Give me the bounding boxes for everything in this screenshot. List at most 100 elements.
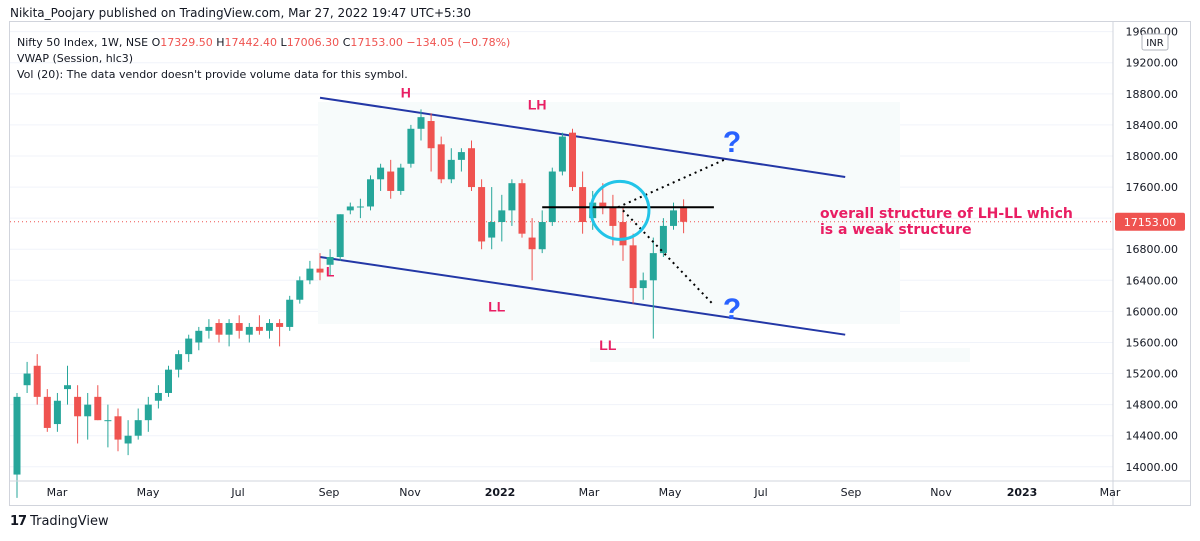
candle-body: [43, 396, 51, 428]
candle-body: [397, 167, 405, 191]
channel-upper-line: [319, 96, 846, 178]
candle: [23, 361, 31, 393]
candle-body: [569, 132, 576, 188]
candle: [619, 206, 627, 261]
candle: [478, 179, 486, 250]
channel-lower-line: [319, 256, 846, 336]
candle-body: [508, 183, 516, 211]
candle: [397, 163, 405, 195]
candle: [326, 249, 334, 277]
legend-low: 17006.30: [286, 36, 340, 49]
candle: [296, 276, 304, 304]
candle-body: [639, 280, 647, 289]
candle-body: [417, 117, 425, 129]
candle-body: [306, 268, 314, 281]
annotation-line-1: is a weak structure: [820, 222, 972, 238]
candle: [205, 319, 213, 339]
x-tick-label: Sep: [319, 486, 340, 499]
candle: [649, 237, 657, 339]
candle: [407, 124, 415, 168]
tradingview-brand: TradingView: [30, 514, 109, 529]
candle-body: [457, 152, 465, 160]
candle-body: [316, 268, 324, 273]
y-tick-label: 18800.00: [1126, 88, 1179, 101]
candle-body: [377, 167, 385, 180]
legend-vwap[interactable]: VWAP (Session, hlc3): [17, 52, 134, 65]
candle: [387, 159, 395, 199]
candle: [316, 253, 324, 281]
candle: [154, 385, 162, 409]
candle-body: [286, 299, 294, 327]
candle: [558, 132, 566, 176]
legend-symbol[interactable]: Nifty 50 Index, 1W, NSE: [17, 36, 149, 49]
y-tick-label: 15600.00: [1126, 336, 1179, 349]
currency-label: INR: [1146, 38, 1163, 49]
candle: [367, 175, 374, 211]
candle-body: [629, 245, 637, 289]
candle-body: [579, 187, 587, 223]
candle-body: [488, 222, 496, 238]
candle-body: [134, 420, 142, 436]
legend-volume[interactable]: Vol (20): The data vendor doesn't provid…: [17, 68, 408, 81]
candle-body: [407, 128, 415, 164]
candle: [417, 109, 425, 141]
candle-body: [518, 183, 526, 234]
candle-body: [114, 416, 122, 440]
candle: [437, 136, 445, 184]
candle-body: [104, 420, 112, 422]
y-tick-label: 17600.00: [1126, 181, 1179, 194]
candle-body: [215, 323, 223, 335]
y-tick-label: 18000.00: [1126, 150, 1179, 163]
candle: [175, 350, 183, 378]
annotation-line-0: overall structure of LH-LL which: [820, 206, 1073, 222]
legend-close: 17153.00: [350, 36, 403, 49]
candle: [33, 354, 41, 405]
candle-body: [53, 400, 61, 425]
candle: [286, 295, 294, 331]
candle-body: [326, 256, 334, 265]
candle: [124, 420, 132, 456]
candle-body: [649, 253, 657, 281]
candle-body: [538, 222, 546, 250]
legend-open: 17329.50: [160, 36, 213, 49]
candle: [84, 392, 92, 440]
candle: [518, 179, 526, 238]
candle-body: [84, 404, 92, 417]
candle-body: [367, 179, 374, 207]
y-tick-label: 16000.00: [1126, 305, 1179, 318]
candle: [74, 385, 82, 444]
candle: [447, 148, 455, 184]
candle: [225, 319, 233, 347]
candle: [13, 392, 21, 498]
x-tick-label: Sep: [841, 486, 862, 499]
question-mark-0: ?: [723, 126, 741, 159]
swing-label-l: L: [326, 263, 335, 279]
legend-high-label: H: [216, 36, 225, 49]
candle: [659, 218, 667, 257]
candle-body: [528, 237, 536, 250]
swing-label-lh: LH: [528, 96, 547, 112]
candle: [579, 171, 587, 234]
x-tick-label: 2023: [1007, 486, 1038, 499]
candle-body: [296, 280, 304, 300]
candle: [195, 326, 203, 351]
tradingview-logo-icon: 17: [10, 514, 27, 529]
candle-body: [659, 225, 667, 254]
candle-body: [33, 365, 41, 397]
candle-body: [245, 326, 253, 335]
y-tick-label: 14800.00: [1126, 399, 1179, 412]
tradingview-logo[interactable]: 17 TradingView: [10, 514, 109, 529]
y-tick-label: 18400.00: [1126, 119, 1179, 132]
candle: [609, 194, 617, 246]
swing-label-h: H: [401, 85, 411, 101]
candle: [144, 396, 152, 432]
projection-line-1: [622, 209, 715, 306]
candle-body: [235, 323, 243, 331]
candle: [569, 128, 576, 191]
candle-body: [498, 210, 506, 223]
candle-body: [599, 202, 607, 207]
candle: [64, 365, 71, 405]
candle: [266, 319, 273, 339]
candle: [538, 210, 546, 254]
